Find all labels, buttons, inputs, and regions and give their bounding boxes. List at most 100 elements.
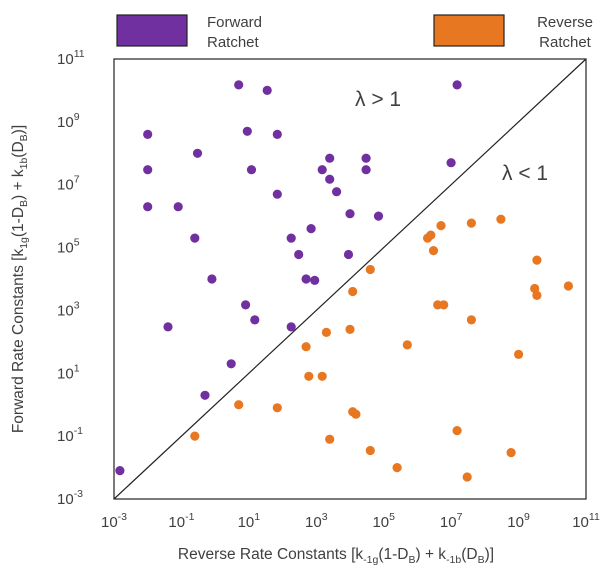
y-axis-ticks: 10-3 10-1 101 103 105 107 109 1011 <box>57 48 85 508</box>
data-point <box>192 148 203 158</box>
data-point <box>301 274 311 284</box>
y-tick-label: 109 <box>57 111 80 131</box>
data-point <box>286 322 296 332</box>
data-point <box>348 407 358 417</box>
x-axis-label: Reverse Rate Constants [k-1g(1-DB) + k-1… <box>178 546 494 566</box>
y-tick-label: 10-3 <box>57 488 83 508</box>
data-point <box>241 300 251 310</box>
legend-label-reverse-line2: Ratchet <box>539 34 592 51</box>
legend-label-reverse-line1: Reverse <box>537 14 593 31</box>
data-point <box>234 80 244 90</box>
annotation-lambda-less: λ < 1 <box>502 162 548 185</box>
data-point <box>514 349 524 359</box>
data-point <box>294 249 304 260</box>
x-tick-label: 10-3 <box>101 511 127 531</box>
data-point <box>317 165 327 175</box>
data-point <box>262 85 272 95</box>
data-point <box>452 80 462 90</box>
x-tick-label: 103 <box>305 511 328 531</box>
data-point <box>373 211 384 221</box>
plot-area-frame <box>113 58 587 500</box>
data-point <box>301 342 311 352</box>
y-tick-label: 107 <box>57 174 80 194</box>
data-point <box>426 230 436 240</box>
data-point <box>452 426 462 436</box>
data-point <box>272 403 282 413</box>
data-point <box>226 359 236 369</box>
x-tick-label: 10-1 <box>168 511 194 531</box>
data-point <box>392 463 402 473</box>
data-point <box>462 472 472 482</box>
data-point <box>306 224 316 234</box>
data-point <box>439 300 449 310</box>
data-point <box>143 202 153 212</box>
data-point <box>348 286 358 297</box>
annotation-lambda-greater: λ > 1 <box>355 88 401 111</box>
series-forward-ratchet <box>115 80 462 476</box>
legend: Forward Ratchet Reverse Ratchet <box>116 14 593 51</box>
data-point <box>496 214 506 224</box>
data-point <box>530 283 540 294</box>
x-tick-label: 1011 <box>572 511 600 531</box>
data-point <box>446 158 456 168</box>
data-point <box>200 390 210 400</box>
data-point <box>466 218 476 228</box>
data-point <box>345 324 355 334</box>
y-tick-label: 1011 <box>57 48 85 68</box>
data-point <box>325 434 335 444</box>
data-point <box>143 129 153 139</box>
data-point <box>143 165 153 175</box>
y-tick-label: 101 <box>57 362 80 382</box>
data-point <box>563 281 574 291</box>
data-point <box>361 153 371 163</box>
data-point <box>321 327 331 337</box>
x-axis-ticks: 10-3 10-1 101 103 105 107 109 1011 <box>101 511 600 531</box>
x-tick-label: 109 <box>507 511 530 531</box>
data-point <box>365 264 375 275</box>
data-point <box>365 445 375 456</box>
y-tick-label: 103 <box>57 299 80 319</box>
data-point <box>304 371 314 381</box>
data-point <box>325 153 335 163</box>
x-tick-label: 105 <box>372 511 395 531</box>
data-point <box>361 165 371 175</box>
data-point <box>332 187 342 197</box>
legend-swatch-reverse <box>433 14 505 47</box>
x-tick-label: 107 <box>440 511 463 531</box>
data-point <box>163 322 173 332</box>
data-point <box>466 315 476 325</box>
data-point <box>317 371 327 381</box>
legend-label-forward-line2: Ratchet <box>207 34 260 51</box>
legend-item-forward: Forward Ratchet <box>116 14 262 51</box>
data-point <box>345 209 355 219</box>
y-axis-label: Forward Rate Constants [k1g(1-DB) + k1b(… <box>10 125 30 433</box>
data-point <box>286 233 296 243</box>
data-point <box>242 126 252 136</box>
data-point <box>272 189 282 199</box>
data-point <box>532 290 542 300</box>
data-point <box>532 255 542 265</box>
data-point <box>428 246 439 256</box>
lambda-equals-one-diagonal <box>113 58 587 500</box>
data-point <box>343 249 354 260</box>
data-point <box>246 165 257 175</box>
data-point <box>436 221 446 231</box>
data-point <box>310 275 320 285</box>
legend-swatch-forward <box>116 14 188 47</box>
data-point <box>325 174 335 184</box>
y-tick-label: 10-1 <box>57 425 83 445</box>
data-point <box>190 431 200 441</box>
data-point <box>272 129 282 139</box>
y-tick-label: 105 <box>57 237 80 257</box>
data-point <box>190 233 200 243</box>
x-tick-label: 101 <box>238 511 261 531</box>
legend-label-forward-line1: Forward <box>207 14 262 31</box>
data-point <box>402 340 412 350</box>
legend-item-reverse: Reverse Ratchet <box>433 14 593 51</box>
data-point <box>250 315 260 325</box>
data-point <box>506 448 516 458</box>
data-point <box>115 466 125 476</box>
data-point <box>207 274 217 284</box>
series-reverse-ratchet <box>190 214 574 482</box>
